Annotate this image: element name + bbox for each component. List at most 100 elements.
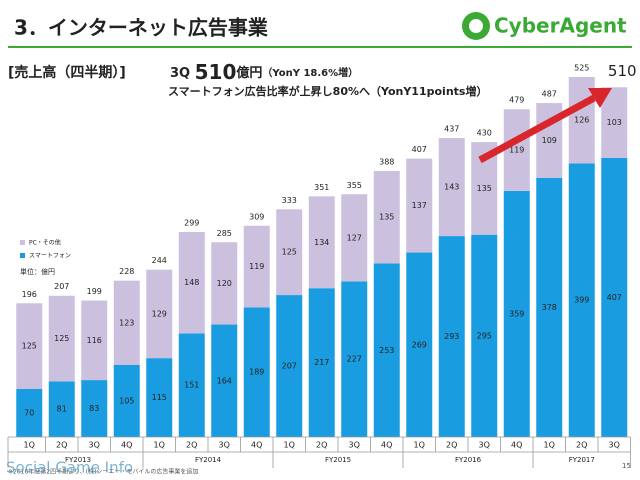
value-label: 83 [89, 404, 99, 413]
value-label: 134 [314, 238, 329, 247]
group-label: FY2013 [65, 456, 91, 464]
watermark: Social Game Info [6, 459, 133, 477]
bar-segment [536, 177, 563, 438]
value-label: 164 [217, 376, 232, 385]
x-tick-label: 2Q [576, 441, 587, 450]
bar-segment [601, 157, 628, 437]
value-label: 295 [477, 331, 492, 340]
value-label: 269 [412, 340, 427, 349]
x-tick-label: 3Q [609, 441, 620, 450]
legend-swatch [20, 240, 25, 245]
bar-segment [276, 295, 303, 437]
total-label: 228 [119, 267, 134, 276]
bar-segment [243, 307, 270, 437]
x-tick-label: 2Q [186, 441, 197, 450]
value-label: 120 [217, 279, 232, 288]
x-tick-label: 1Q [154, 441, 165, 450]
section-label: [売上高（四半期）] [8, 64, 126, 81]
value-label: 123 [119, 318, 134, 327]
value-label: 135 [477, 184, 492, 193]
bar-segment [48, 381, 75, 437]
bar-segment [16, 389, 43, 437]
total-label: 207 [54, 282, 69, 291]
bar-segment [211, 242, 238, 325]
bar-segment [146, 358, 173, 437]
bar-segment [113, 280, 140, 365]
headline-part: 億円 [236, 65, 262, 81]
x-tick-label: 4Q [381, 441, 392, 450]
total-label: 199 [87, 287, 102, 296]
value-label: 70 [24, 409, 34, 418]
legend-label: スマートフォン [29, 253, 71, 260]
x-tick-label: 4Q [511, 441, 522, 450]
value-label: 217 [314, 358, 329, 367]
headline-part: 3Q [170, 66, 190, 81]
value-label: 378 [542, 303, 557, 312]
legend-swatch [20, 253, 25, 258]
total-label: 525 [574, 64, 589, 73]
total-label: 355 [347, 181, 362, 190]
total-label: 299 [184, 218, 199, 227]
total-label: 487 [542, 90, 557, 99]
total-label: 309 [249, 212, 264, 221]
bar-segment [211, 324, 238, 437]
value-label: 399 [574, 296, 589, 305]
x-tick-label: 1Q [544, 441, 555, 450]
bar-segment [601, 87, 628, 158]
value-label: 207 [282, 362, 297, 371]
value-label: 137 [412, 201, 427, 210]
value-label: 148 [184, 278, 199, 287]
bar-segment [308, 196, 335, 289]
x-tick-label: 3Q [349, 441, 360, 450]
value-label: 293 [444, 332, 459, 341]
legend-label: PC・その他 [29, 239, 61, 247]
value-label: 189 [249, 368, 264, 377]
bar-segment [568, 163, 595, 437]
bar-segment [438, 138, 465, 237]
total-label: 510 [608, 62, 637, 80]
x-tick-label: 3Q [479, 441, 490, 450]
value-label: 116 [87, 336, 102, 345]
value-label: 105 [119, 397, 134, 406]
bar-segment [178, 231, 205, 334]
x-tick-label: 4Q [251, 441, 262, 450]
bar-segment [48, 295, 75, 382]
value-label: 125 [282, 248, 297, 257]
group-label: FY2015 [325, 456, 351, 464]
x-tick-label: 3Q [89, 441, 100, 450]
total-label: 388 [379, 157, 394, 166]
bar-segment [243, 225, 270, 308]
bar-segment [81, 300, 108, 381]
headline-part: （YonY 18.6%増） [262, 66, 358, 79]
bar-segment [276, 209, 303, 296]
headline-part: 510 [195, 60, 237, 84]
bar-segment [503, 109, 530, 191]
bar-segment [178, 333, 205, 437]
x-tick-label: 2Q [316, 441, 327, 450]
growth-arrow [478, 88, 612, 164]
bar-segment [146, 269, 173, 359]
bar-segment [373, 263, 400, 437]
bar-segment [503, 190, 530, 437]
total-label: 351 [314, 183, 329, 192]
total-label: 196 [22, 290, 37, 299]
total-label: 244 [152, 256, 167, 265]
slide-title: 3．インターネット広告事業 [14, 16, 269, 40]
bar-segment [81, 380, 108, 437]
page-number: 15 [622, 462, 631, 470]
value-label: 151 [184, 381, 199, 390]
value-label: 125 [54, 334, 69, 343]
value-label: 115 [152, 393, 167, 402]
x-tick-label: 4Q [121, 441, 132, 450]
group-label: FY2014 [195, 456, 222, 464]
total-label: 479 [509, 96, 524, 105]
value-label: 103 [607, 118, 622, 127]
x-tick-label: 1Q [414, 441, 425, 450]
value-label: 125 [22, 342, 37, 351]
group-label: FY2017 [569, 456, 595, 464]
x-tick-label: 1Q [284, 441, 295, 450]
value-label: 253 [379, 346, 394, 355]
x-tick-label: 2Q [446, 441, 457, 450]
bar-segment [471, 234, 498, 437]
value-label: 135 [379, 213, 394, 222]
